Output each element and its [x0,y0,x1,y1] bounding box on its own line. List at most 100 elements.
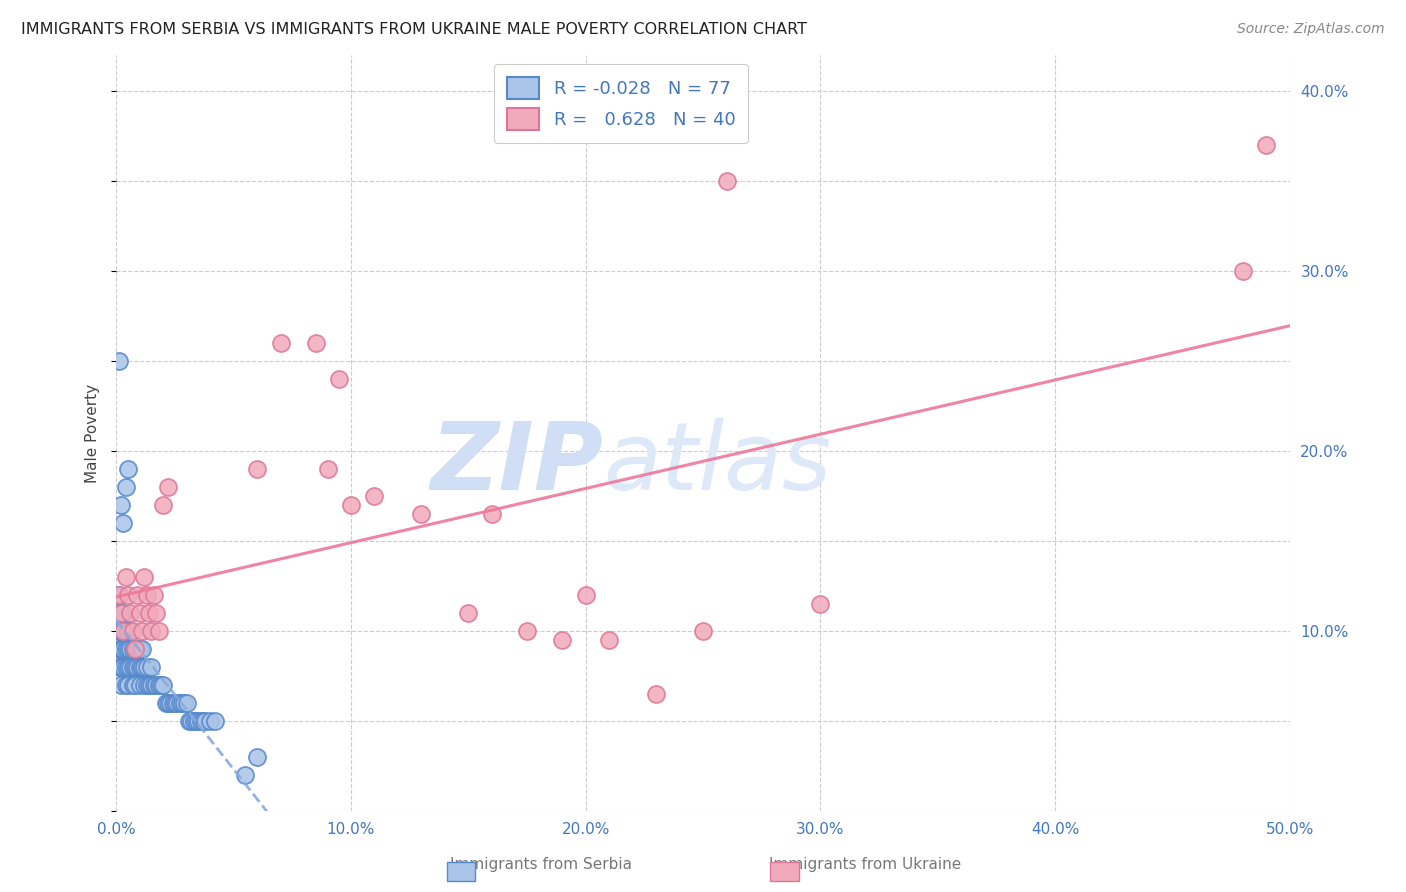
Point [107,588,129,602]
Point [110,660,132,674]
Point [155,697,177,711]
Text: Immigrants from Serbia: Immigrants from Serbia [450,857,633,872]
Point [128,642,150,657]
Point [114,570,136,584]
Point [716,174,738,188]
Point [112,624,135,639]
Point [134,660,156,674]
Point [316,462,339,476]
Point [134,678,156,692]
Point [176,697,198,711]
Point [183,714,205,729]
Point [110,642,132,657]
Point [107,660,129,674]
Point [121,642,143,657]
Point [117,660,139,674]
Point [235,768,257,782]
Point [121,624,143,639]
Point [145,678,167,692]
Point [114,660,136,674]
Point [128,678,150,692]
Text: atlas: atlas [603,418,831,509]
Point [170,697,193,711]
Point [163,697,186,711]
Point [107,354,129,368]
Point [340,499,363,513]
Point [131,642,153,657]
Point [156,480,179,494]
Text: IMMIGRANTS FROM SERBIA VS IMMIGRANTS FROM UKRAINE MALE POVERTY CORRELATION CHART: IMMIGRANTS FROM SERBIA VS IMMIGRANTS FRO… [21,22,807,37]
Point [107,624,129,639]
Point [810,598,832,612]
Point [135,678,157,692]
Point [127,642,149,657]
Point [145,607,167,621]
Point [305,336,328,351]
Point [117,462,139,476]
Point [117,588,139,602]
Point [156,697,179,711]
Point [194,714,217,729]
Point [121,660,143,674]
Point [180,714,202,729]
Point [177,714,200,729]
Point [159,697,181,711]
Point [142,678,165,692]
Point [107,642,129,657]
Point [270,336,292,351]
Point [124,660,146,674]
Point [114,642,136,657]
Legend: R = -0.028   N = 77, R =   0.628   N = 40: R = -0.028 N = 77, R = 0.628 N = 40 [494,64,748,143]
Point [110,624,132,639]
Point [134,570,156,584]
Point [411,508,433,522]
Point [110,607,132,621]
Point [120,660,142,674]
Point [142,588,165,602]
Point [166,697,188,711]
Point [246,462,269,476]
Point [141,678,163,692]
Point [152,678,174,692]
Point [114,624,136,639]
Point [481,508,503,522]
Point [114,678,136,692]
Point [141,660,163,674]
Point [138,607,160,621]
Point [457,607,479,621]
Point [152,499,174,513]
Point [120,624,142,639]
Point [692,624,714,639]
Point [141,624,163,639]
Point [190,714,212,729]
Point [204,714,226,729]
Point [148,624,170,639]
Point [112,624,135,639]
Point [107,588,129,602]
Point [112,642,135,657]
Text: Source: ZipAtlas.com: Source: ZipAtlas.com [1237,22,1385,37]
Point [575,588,598,602]
Point [107,607,129,621]
Point [110,678,132,692]
Point [112,607,135,621]
Point [114,480,136,494]
Point [127,588,149,602]
Point [363,489,385,503]
Point [598,633,620,648]
Point [149,678,172,692]
Point [110,607,132,621]
Point [191,714,214,729]
Point [128,607,150,621]
Point [124,642,146,657]
Point [516,624,538,639]
Point [120,642,142,657]
Point [131,660,153,674]
Point [117,624,139,639]
Point [135,588,157,602]
Point [246,750,269,764]
Y-axis label: Male Poverty: Male Poverty [86,384,100,483]
Point [551,633,574,648]
Point [184,714,207,729]
Point [1256,138,1278,153]
